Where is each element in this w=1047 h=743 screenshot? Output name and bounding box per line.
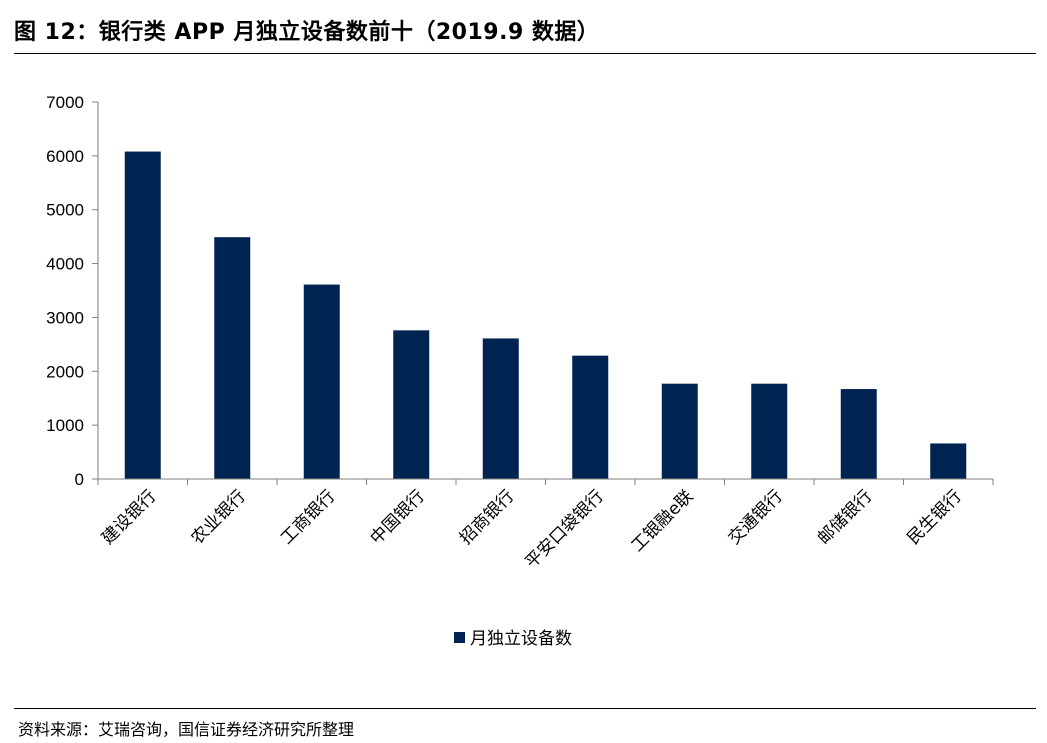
y-tick-label-6: 6000 [46, 147, 84, 166]
category-label-4: 招商银行 [456, 486, 518, 548]
bar-9 [930, 443, 967, 479]
source-divider [14, 708, 1036, 709]
x-axis-ticks [97, 479, 994, 485]
category-label-7: 交通银行 [725, 486, 787, 548]
y-tick-label-2: 2000 [46, 362, 84, 381]
legend-label: 月独立设备数 [470, 629, 572, 649]
source-note: 资料来源：艾瑞咨询，国信证券经济研究所整理 [18, 720, 355, 739]
category-label-8: 邮储银行 [814, 486, 876, 548]
category-label-1: 农业银行 [188, 486, 250, 548]
bar-7 [751, 383, 788, 479]
bar-2 [303, 284, 340, 479]
y-tick-label-3: 3000 [46, 308, 84, 327]
bar-chart: 0 1000 2000 3000 4000 5000 6000 7000 建设银行 农业银行 工商… [46, 93, 994, 649]
y-tick-label-5: 5000 [46, 201, 84, 220]
figure-title: 图 12：银行类 APP 月独立设备数前十（2019.9 数据） [14, 20, 600, 45]
category-label-5: 平安口袋银行 [522, 486, 608, 572]
bar-5 [572, 355, 609, 479]
bar-8 [840, 389, 877, 479]
category-label-0: 建设银行 [98, 486, 160, 548]
bar-series [124, 151, 967, 479]
x-axis-category-labels: 建设银行 农业银行 工商银行 中国银行 招商银行 平安口袋银行 工银融e联 交通银行 邮储银行民… [98, 486, 966, 572]
bar-6 [661, 383, 698, 479]
legend-swatch [454, 632, 465, 643]
y-tick-label-0: 0 [75, 470, 84, 489]
y-tick-label-1: 1000 [46, 416, 84, 435]
bar-4 [482, 338, 519, 479]
category-label-3: 中国银行 [367, 486, 429, 548]
legend: 月独立设备数 [454, 629, 572, 649]
y-tick-label-4: 4000 [46, 255, 84, 274]
bar-0 [124, 151, 161, 479]
category-label-6: 工银融e联 [628, 486, 698, 556]
y-axis-ticks [92, 101, 98, 480]
bar-1 [214, 237, 251, 479]
category-label-2: 工商银行 [277, 486, 339, 548]
category-label-9: 民生银行 [904, 486, 966, 548]
bar-3 [393, 330, 430, 479]
title-divider [14, 53, 1036, 54]
y-axis-tick-labels: 0 1000 2000 3000 4000 5000 6000 7000 [46, 93, 84, 489]
y-tick-label-7: 7000 [46, 93, 84, 112]
